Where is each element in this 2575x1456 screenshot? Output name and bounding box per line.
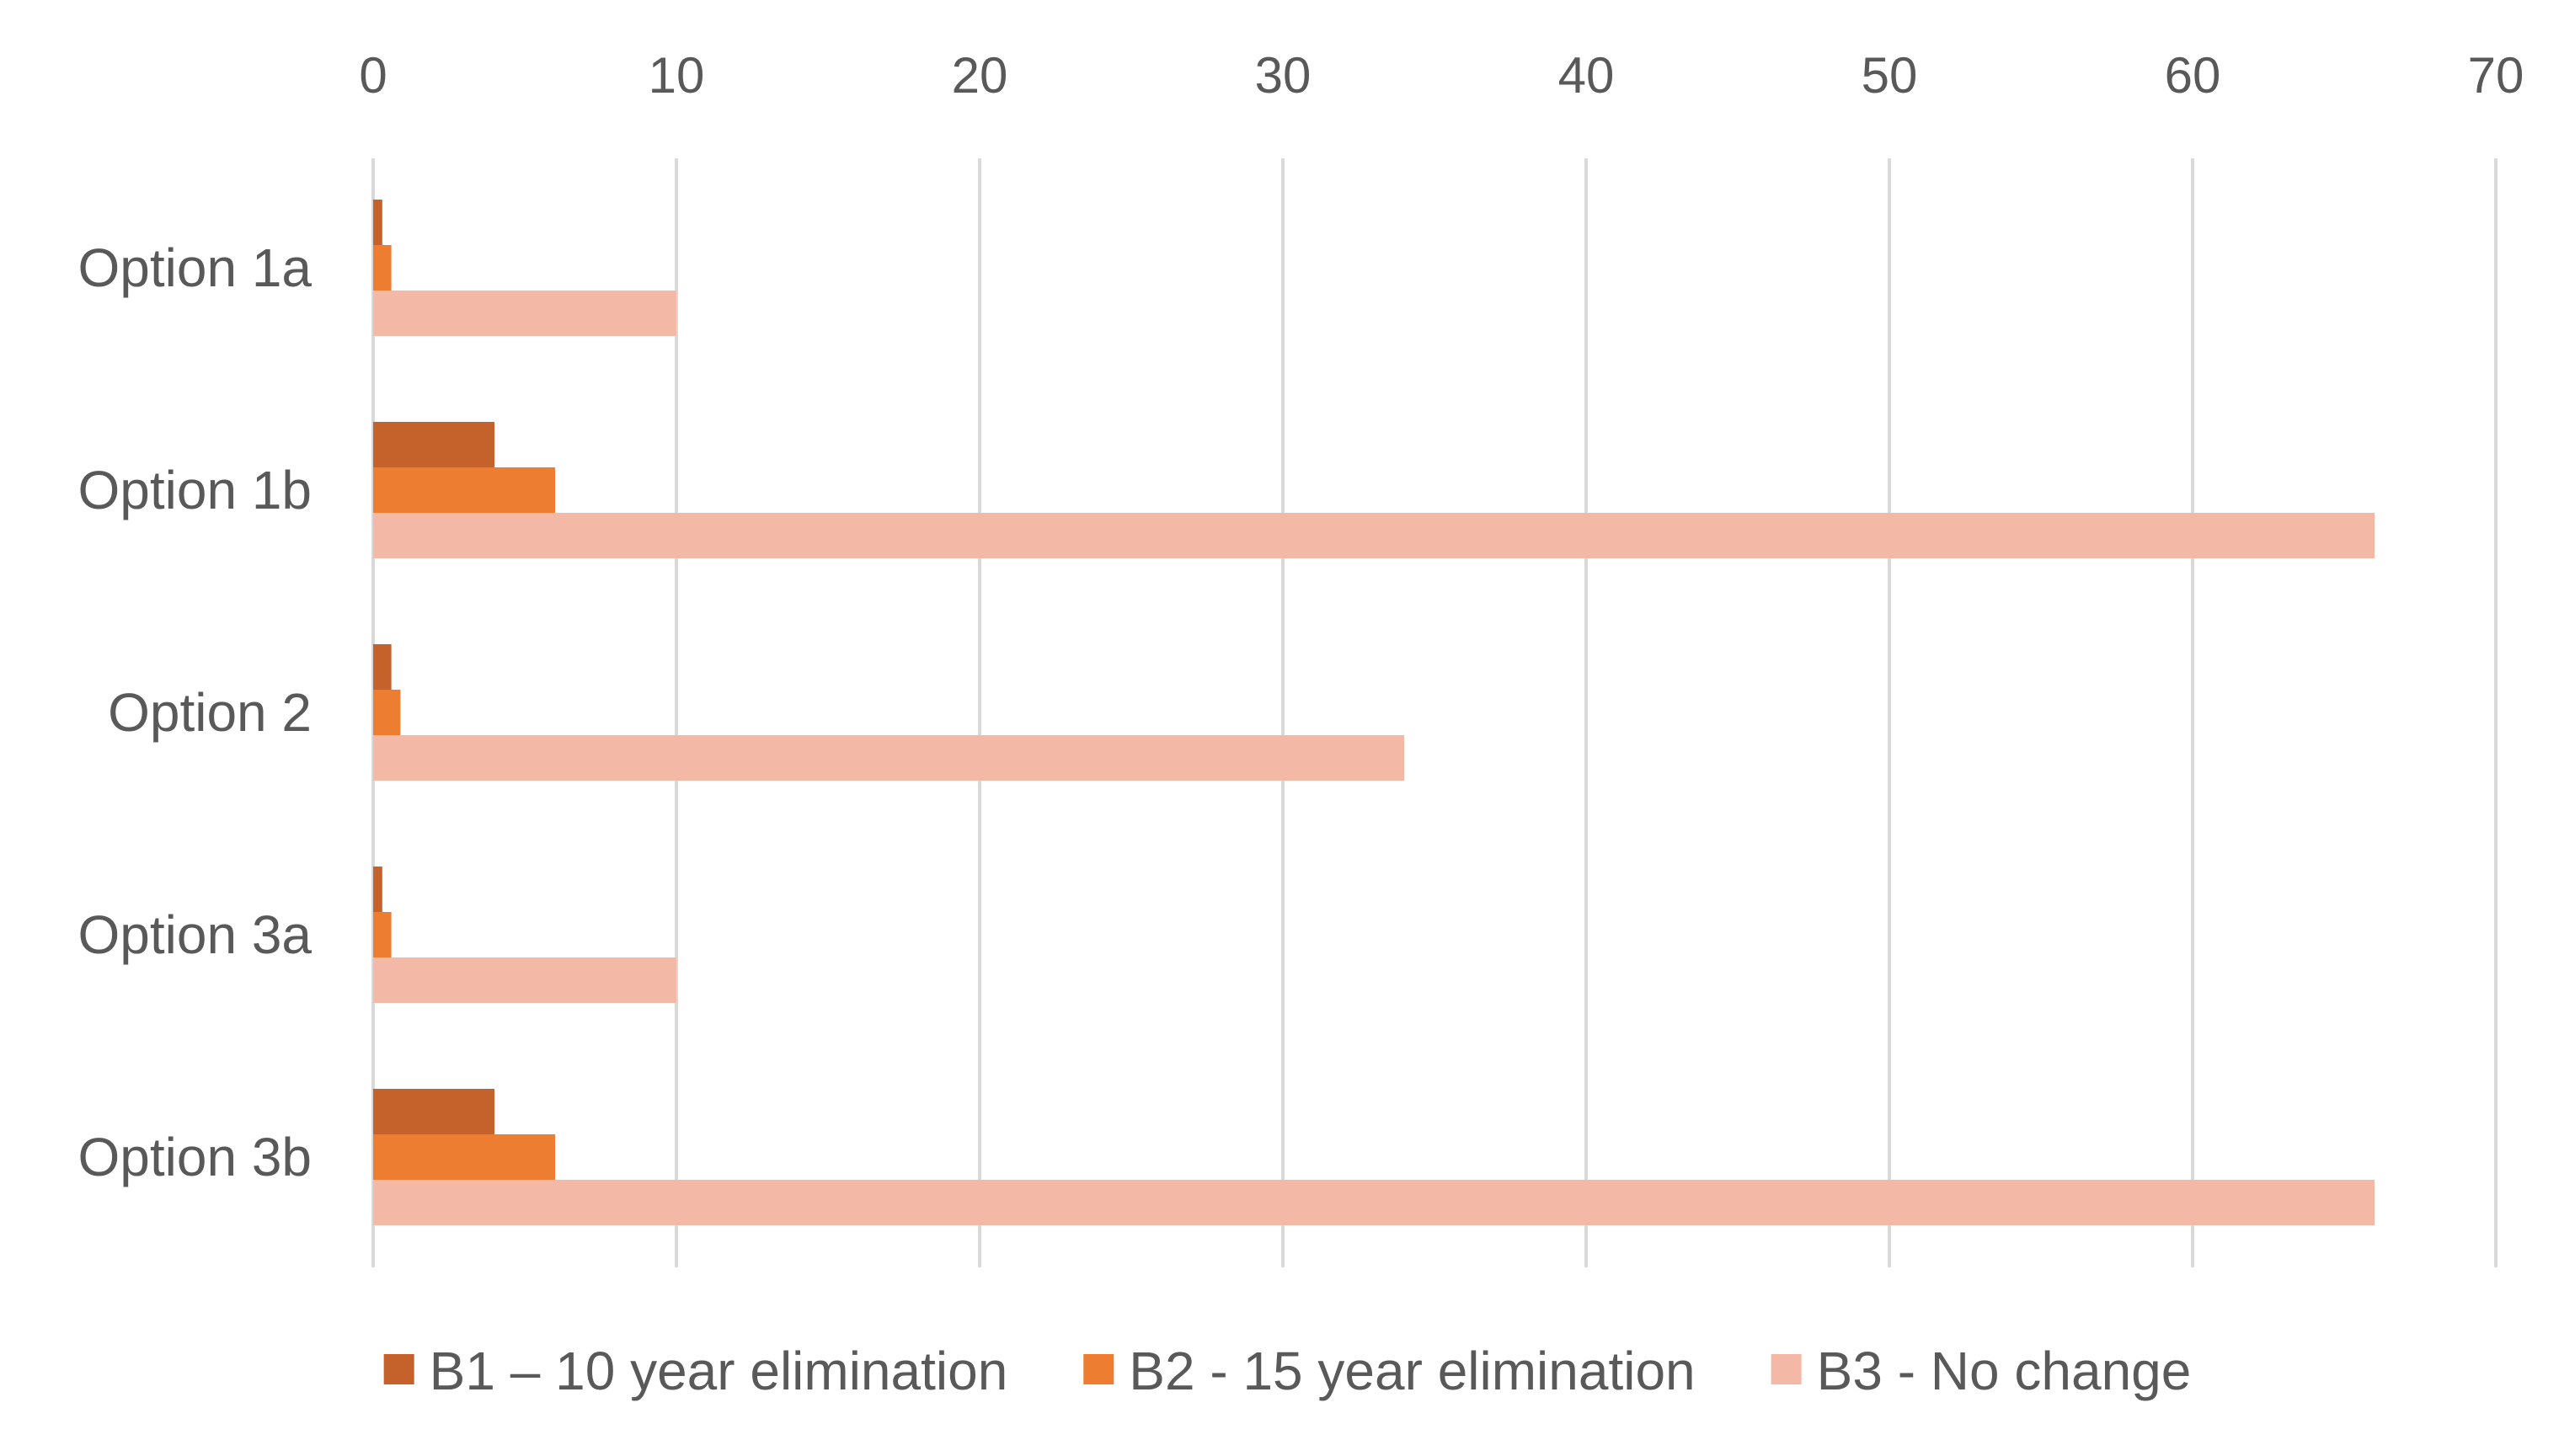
x-tick-label: 70 [2468,47,2524,104]
bar [373,867,382,912]
bar [373,1180,2375,1225]
bar [373,467,555,513]
category-label: Option 3a [77,904,312,965]
bar [373,245,392,291]
bar [373,291,676,336]
category-label: Option 2 [108,682,312,743]
x-tick-label: 60 [2165,47,2221,104]
legend-swatch [1771,1354,1802,1384]
x-tick-label: 30 [1255,47,1312,104]
legend-label: B3 - No change [1817,1341,2192,1401]
x-tick-label: 20 [952,47,1008,104]
bar [373,690,401,735]
legend-label: B2 - 15 year elimination [1129,1341,1695,1401]
category-label: Option 3b [77,1127,312,1187]
x-tick-label: 50 [1862,47,1918,104]
x-tick-label: 10 [649,47,705,104]
y-axis-categories: Option 1a Option 1b Option 2 Option 3a Optio… [77,237,312,1187]
x-tick-label: 40 [1558,47,1615,104]
legend-swatch [1083,1354,1114,1384]
bar [373,1089,494,1134]
legend-swatch [383,1354,414,1384]
legend: B1 – 10 year elimination B2 - 15 year eli… [383,1341,2192,1401]
bar [373,422,494,467]
bar [373,912,392,957]
bars [373,200,2375,1225]
bar [373,513,2375,558]
bar [373,644,392,690]
legend-label: B1 – 10 year elimination [430,1341,1008,1401]
bar [373,957,676,1003]
x-axis-ticks: 0 10 20 30 40 50 60 70 [359,47,2524,104]
bar [373,1134,555,1180]
gridlines [371,158,2498,1267]
category-label: Option 1b [77,460,312,520]
category-label: Option 1a [77,237,312,298]
bar [373,735,1404,781]
x-tick-label: 0 [359,47,387,104]
bar [373,200,382,245]
